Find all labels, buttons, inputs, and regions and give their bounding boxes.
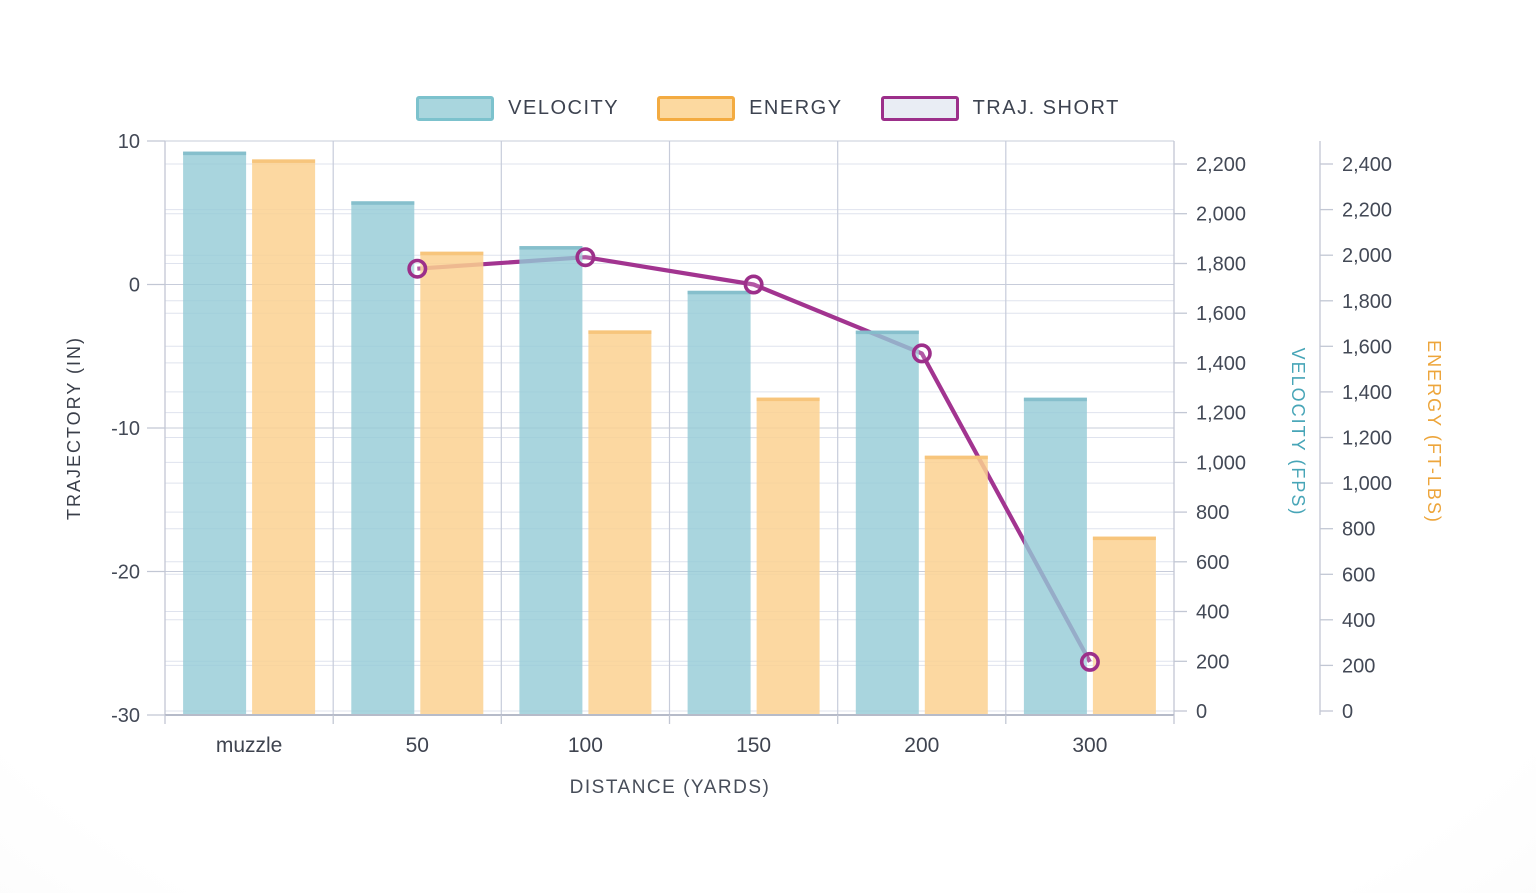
trajectory-point[interactable] <box>1079 651 1100 672</box>
chart-legend: VELOCITY ENERGY TRAJ. SHORT <box>0 96 1536 121</box>
velocity-tick-label: 800 <box>1196 502 1229 524</box>
velocity-bar-cap <box>519 246 583 250</box>
energy-bar-cap <box>420 251 484 256</box>
velocity-bar-cap <box>351 201 415 205</box>
energy-bar-cap <box>1092 536 1156 541</box>
velocity-bar[interactable] <box>519 246 583 715</box>
velocity-tick-label: 2,200 <box>1196 154 1246 176</box>
trajectory-point[interactable] <box>911 343 932 364</box>
legend-item-energy[interactable]: ENERGY <box>657 96 842 121</box>
velocity-tick-label: 200 <box>1196 651 1229 673</box>
energy-tick-label: 1,000 <box>1342 473 1392 495</box>
energy-bar[interactable] <box>924 455 988 715</box>
x-tick-label: muzzle <box>216 734 283 757</box>
velocity-tick-label: 600 <box>1196 552 1229 574</box>
energy-tick-label: 400 <box>1342 610 1375 632</box>
energy-bar-cap <box>756 397 820 402</box>
energy-tick-label: 2,000 <box>1342 245 1392 267</box>
velocity-bar[interactable] <box>183 151 247 716</box>
legend-item-velocity[interactable]: VELOCITY <box>416 96 619 121</box>
legend-label-energy: ENERGY <box>749 97 843 119</box>
velocity-bar-cap <box>855 330 919 335</box>
velocity-bar[interactable] <box>687 290 751 715</box>
velocity-bar[interactable] <box>1023 397 1087 715</box>
velocity-tick-label: 0 <box>1196 701 1207 723</box>
energy-bar-cap <box>924 455 988 460</box>
x-tick-label: 100 <box>568 734 603 757</box>
velocity-tick-label: 1,600 <box>1196 303 1246 325</box>
energy-tick-label: 1,400 <box>1342 382 1392 404</box>
x-tick-label: 50 <box>406 734 429 757</box>
x-tick-label: 200 <box>904 734 939 757</box>
trajectory-point[interactable] <box>743 274 764 295</box>
x-axis-title: DISTANCE (YARDS) <box>570 777 771 798</box>
trajectory-tick-label: -20 <box>111 562 140 584</box>
velocity-tick-label: 400 <box>1196 602 1229 624</box>
x-tick-label: 300 <box>1072 734 1107 757</box>
energy-tick-label: 2,200 <box>1342 200 1392 222</box>
legend-item-traj-short[interactable]: TRAJ. SHORT <box>880 96 1120 121</box>
velocity-tick-label: 1,000 <box>1196 452 1246 474</box>
x-tick-label: 150 <box>736 734 771 757</box>
trajectory-tick-label: -10 <box>111 418 140 440</box>
energy-tick-label: 1,600 <box>1342 336 1392 358</box>
trajectory-tick-label: 10 <box>118 131 140 153</box>
trajectory-axis-title: TRAJECTORY (IN) <box>64 336 84 520</box>
velocity-bar[interactable] <box>351 201 415 716</box>
velocity-swatch-icon <box>416 96 495 121</box>
energy-tick-label: 2,400 <box>1342 154 1392 176</box>
velocity-axis-title: VELOCITY (FPS) <box>1288 348 1308 517</box>
energy-bar[interactable] <box>252 159 316 715</box>
trajectory-tick-label: 0 <box>129 275 140 297</box>
energy-bar-cap <box>588 330 652 334</box>
energy-tick-label: 0 <box>1342 701 1353 723</box>
velocity-tick-label: 1,800 <box>1196 254 1246 276</box>
energy-swatch-icon <box>657 96 736 121</box>
trajectory-point[interactable] <box>407 258 428 279</box>
energy-tick-label: 800 <box>1342 519 1375 541</box>
energy-bar[interactable] <box>588 330 652 715</box>
velocity-bar-cap <box>687 290 751 295</box>
velocity-tick-label: 1,400 <box>1196 353 1246 375</box>
energy-tick-label: 1,200 <box>1342 428 1392 450</box>
velocity-bar[interactable] <box>855 330 919 715</box>
energy-bar[interactable] <box>1092 536 1156 715</box>
velocity-bar-cap <box>1023 397 1087 402</box>
velocity-bar-cap <box>183 151 247 156</box>
trajectory-point[interactable] <box>575 247 596 268</box>
legend-label-traj-short: TRAJ. SHORT <box>972 97 1120 119</box>
energy-bar[interactable] <box>756 397 820 715</box>
energy-bar[interactable] <box>420 251 484 715</box>
velocity-tick-label: 2,000 <box>1196 204 1246 226</box>
traj-short-swatch-icon <box>880 96 959 121</box>
energy-bar-cap <box>252 159 316 163</box>
energy-tick-label: 600 <box>1342 564 1375 586</box>
trajectory-tick-label: -30 <box>111 705 140 727</box>
energy-tick-label: 1,800 <box>1342 291 1392 313</box>
velocity-tick-label: 1,200 <box>1196 403 1246 425</box>
legend-label-velocity: VELOCITY <box>508 97 620 119</box>
energy-tick-label: 200 <box>1342 655 1375 677</box>
energy-axis-title: ENERGY (FT-LBS) <box>1424 340 1444 524</box>
